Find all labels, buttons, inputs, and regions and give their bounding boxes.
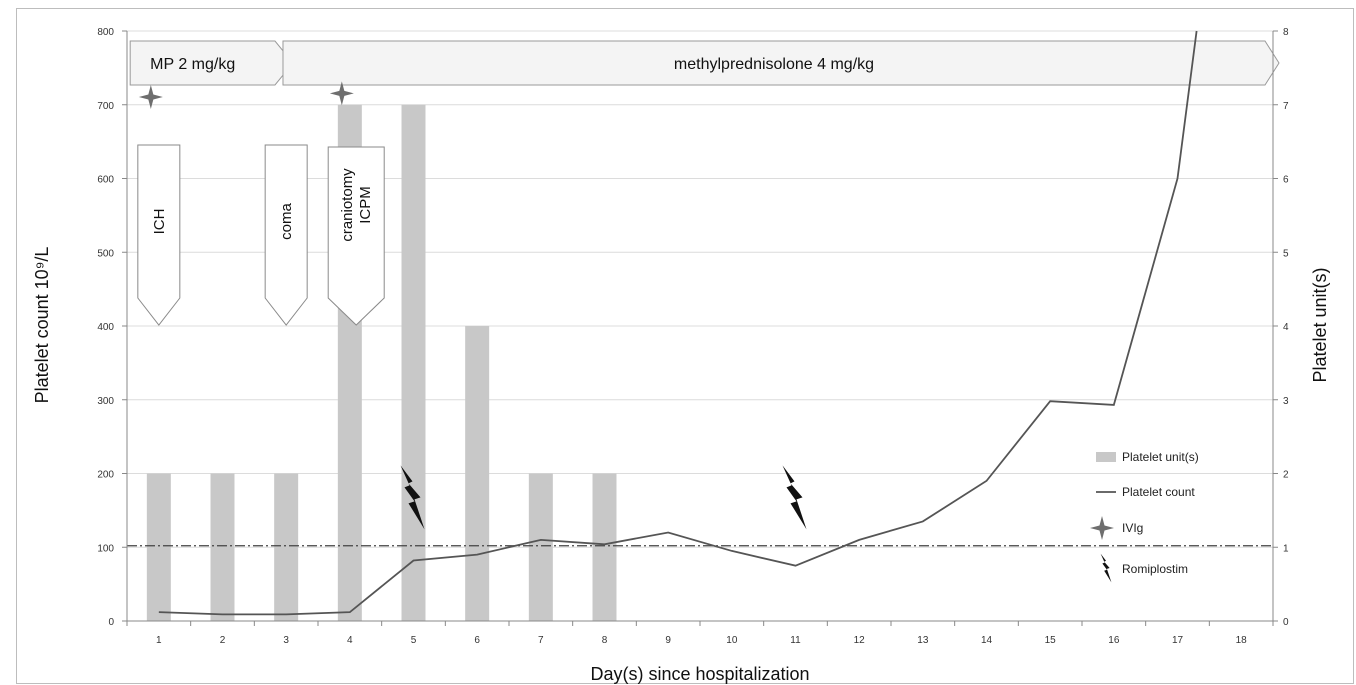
legend-label: IVIg bbox=[1122, 521, 1143, 535]
bar bbox=[465, 326, 490, 621]
event-label: ICH bbox=[151, 209, 168, 235]
event-arrow bbox=[264, 144, 308, 326]
event-label: craniotomy bbox=[339, 168, 356, 242]
y-tick-label-left: 600 bbox=[97, 175, 114, 186]
x-tick-label: 15 bbox=[1045, 635, 1057, 646]
ivig-marker bbox=[329, 81, 354, 106]
legend-label: Platelet count bbox=[1122, 485, 1195, 499]
y-tick-label-left: 400 bbox=[97, 322, 114, 333]
x-axis-label: Day(s) since hospitalization bbox=[590, 664, 809, 684]
x-tick-label: 9 bbox=[665, 635, 671, 646]
legend-label: Platelet unit(s) bbox=[1122, 450, 1199, 464]
y-tick-label-right: 0 bbox=[1283, 617, 1289, 628]
x-tick-label: 3 bbox=[283, 635, 289, 646]
x-tick-label: 12 bbox=[854, 635, 866, 646]
y-tick-label-right: 8 bbox=[1283, 27, 1289, 38]
event-arrows: ICH coma craniotomy ICPM bbox=[137, 144, 385, 326]
romiplostim-marker bbox=[782, 465, 807, 530]
y-tick-label-left: 100 bbox=[97, 543, 114, 554]
event-arrow bbox=[327, 146, 385, 326]
x-tick-label: 10 bbox=[726, 635, 738, 646]
y-tick-label-right: 1 bbox=[1283, 543, 1289, 554]
y-tick-label-right: 3 bbox=[1283, 396, 1289, 407]
y-tick-label-right: 5 bbox=[1283, 248, 1289, 259]
line-series bbox=[158, 30, 1198, 616]
x-tick-label: 17 bbox=[1172, 635, 1184, 646]
legend-swatch-bar bbox=[1096, 452, 1116, 462]
y-axis-label-left: Platelet count 10⁹/L bbox=[32, 247, 52, 404]
bar-series bbox=[146, 104, 617, 621]
y-tick-label-left: 700 bbox=[97, 101, 114, 112]
bar bbox=[274, 473, 299, 621]
y-tick-label-right: 2 bbox=[1283, 470, 1289, 481]
legend: Platelet unit(s) Platelet count IVIg Romipl… bbox=[1090, 450, 1199, 583]
marker-layer bbox=[138, 81, 807, 530]
x-tick-label: 1 bbox=[156, 635, 162, 646]
treatment-label: methylprednisolone 4 mg/kg bbox=[674, 56, 874, 73]
bar bbox=[210, 473, 235, 621]
y-tick-label-right: 6 bbox=[1283, 175, 1289, 186]
x-tick-label: 2 bbox=[220, 635, 226, 646]
romiplostim-marker bbox=[400, 465, 425, 530]
bar bbox=[146, 473, 171, 621]
x-tick-label: 16 bbox=[1108, 635, 1120, 646]
ivig-marker bbox=[138, 85, 163, 109]
x-tick-label: 6 bbox=[474, 635, 480, 646]
treatment-arrow bbox=[282, 40, 1280, 86]
legend-label: Romiplostim bbox=[1122, 562, 1188, 576]
y-tick-label-left: 0 bbox=[108, 617, 114, 628]
bar bbox=[528, 473, 553, 621]
y-tick-label-left: 800 bbox=[97, 27, 114, 38]
x-tick-label: 4 bbox=[347, 635, 353, 646]
y-tick-label-left: 500 bbox=[97, 248, 114, 259]
x-tick-label: 18 bbox=[1236, 635, 1248, 646]
x-tick-label: 5 bbox=[411, 635, 417, 646]
y-axis-label-right: Platelet unit(s) bbox=[1310, 267, 1330, 382]
x-tick-label: 8 bbox=[602, 635, 608, 646]
y-tick-label-left: 200 bbox=[97, 470, 114, 481]
treatment-label: MP 2 mg/kg bbox=[150, 56, 235, 73]
platelet-count-line bbox=[158, 30, 1198, 616]
bar bbox=[592, 473, 617, 621]
x-tick-label: 7 bbox=[538, 635, 544, 646]
treatment-arrows: MP 2 mg/kg methylprednisolone 4 mg/kg bbox=[129, 40, 1280, 86]
x-tick-label: 13 bbox=[917, 635, 929, 646]
x-tick-label: 11 bbox=[790, 635, 801, 646]
y-tick-label-right: 7 bbox=[1283, 101, 1289, 112]
event-label: ICPM bbox=[357, 186, 374, 224]
bar bbox=[401, 104, 426, 621]
event-label: coma bbox=[278, 203, 295, 240]
y-tick-label-left: 300 bbox=[97, 396, 114, 407]
romiplostim-marker bbox=[1100, 553, 1112, 583]
x-tick-label: 14 bbox=[981, 635, 993, 646]
event-arrow bbox=[137, 144, 181, 326]
grid-lines bbox=[127, 30, 1273, 548]
y-tick-label-right: 4 bbox=[1283, 322, 1289, 333]
ivig-marker bbox=[1090, 516, 1114, 540]
